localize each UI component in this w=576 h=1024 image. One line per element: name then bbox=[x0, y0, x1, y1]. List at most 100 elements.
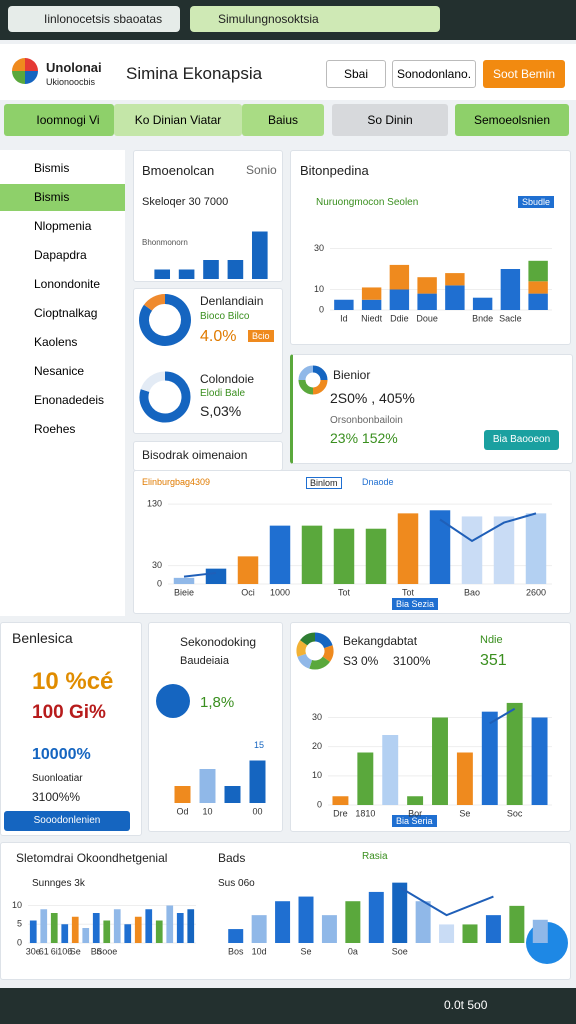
x-tick-label: Se bbox=[70, 946, 81, 956]
donut-segment bbox=[309, 656, 330, 670]
bar bbox=[417, 277, 437, 294]
bar bbox=[397, 513, 419, 584]
x-tick-label: 61 bbox=[39, 946, 49, 956]
x-tick-label: Se bbox=[459, 808, 470, 818]
button[interactable]: Sonodonlano. bbox=[392, 60, 476, 88]
bar bbox=[333, 528, 355, 584]
stat-sub: Bioco Bilco bbox=[200, 311, 250, 322]
bar bbox=[509, 905, 525, 943]
donut-label: 2% bbox=[156, 312, 174, 326]
y-tick-label: 0 bbox=[319, 304, 324, 314]
card-action[interactable]: Sonio bbox=[246, 163, 277, 177]
sidebar-item[interactable]: Cioptnalkag bbox=[34, 306, 98, 320]
button[interactable]: Sbai bbox=[326, 60, 386, 88]
stat-value: 23% 152% bbox=[330, 430, 398, 446]
card bbox=[290, 150, 571, 345]
sidebar-item[interactable]: Dapapdra bbox=[34, 248, 87, 262]
bar bbox=[50, 913, 58, 943]
x-tick-label: 6i bbox=[51, 946, 58, 956]
card-title: Sletomdrai Okoondhetgenial bbox=[16, 851, 168, 865]
y-tick-label: 20 bbox=[312, 741, 322, 751]
x-tick-label: Bieie bbox=[174, 587, 194, 597]
bar bbox=[389, 264, 410, 290]
button[interactable]: Bia Baooeon bbox=[484, 430, 559, 450]
bar bbox=[407, 796, 424, 805]
x-tick-label: Od bbox=[176, 806, 188, 816]
donut-segment bbox=[143, 294, 166, 311]
x-tick-label: Bor bbox=[408, 808, 422, 818]
sidebar-item[interactable]: Nesanice bbox=[34, 364, 85, 378]
x-tick-label: 10d bbox=[252, 946, 267, 956]
bar bbox=[392, 882, 408, 943]
donut-segment bbox=[297, 653, 313, 669]
bar bbox=[432, 717, 448, 805]
card-title: Bitonpedina bbox=[300, 163, 369, 178]
stat-label: Ndie bbox=[480, 634, 503, 646]
line bbox=[439, 512, 537, 543]
bar bbox=[361, 287, 382, 300]
donut-segment bbox=[296, 640, 308, 657]
legend: Sus 06o bbox=[218, 878, 255, 889]
bar bbox=[415, 901, 431, 943]
bar bbox=[506, 702, 523, 805]
sidebar-item[interactable]: Nlopmenia bbox=[34, 219, 92, 233]
bar bbox=[334, 299, 354, 310]
y-tick-label: 0 bbox=[317, 799, 322, 809]
sidebar-item[interactable]: Kaolens bbox=[34, 335, 78, 349]
url-bar[interactable]: Simulungnosoktsia bbox=[190, 6, 440, 32]
tab[interactable]: Iinlonocetsis sbaoatas bbox=[8, 6, 180, 32]
bar bbox=[439, 924, 455, 943]
tag: Bcio bbox=[248, 330, 274, 342]
x-tick-label: Bos bbox=[228, 946, 244, 956]
button[interactable]: Soot Bemin bbox=[483, 60, 565, 88]
toolbar-item[interactable]: Semoeolsnien bbox=[455, 104, 569, 136]
tag: 15 bbox=[254, 740, 265, 750]
bar bbox=[445, 273, 465, 286]
line bbox=[183, 571, 217, 578]
legend: Dnaode bbox=[362, 477, 394, 487]
x-tick-label: Tot bbox=[338, 587, 351, 597]
bar bbox=[321, 915, 337, 943]
sidebar-item[interactable]: Roehes bbox=[34, 422, 76, 436]
sidebar-item[interactable]: Enonadedeis bbox=[34, 393, 105, 407]
sidebar-item[interactable]: Bismis bbox=[34, 161, 70, 175]
card-title: Bekangdabtat bbox=[343, 634, 418, 648]
sidebar-item[interactable]: Lonondonite bbox=[34, 277, 101, 291]
toolbar-item[interactable]: Ioomnogi Vi bbox=[4, 104, 114, 136]
stat-value: S3 0% bbox=[343, 654, 379, 668]
bar bbox=[224, 786, 241, 803]
x-tick-label: 30e bbox=[26, 946, 41, 956]
bar bbox=[269, 525, 291, 584]
bar bbox=[166, 905, 174, 943]
toolbar-item[interactable]: So Dinin bbox=[332, 104, 448, 136]
stat-value: 2S0% , 405% bbox=[330, 390, 415, 406]
tag: Rasia bbox=[362, 851, 388, 862]
stat-value: 3100% bbox=[393, 654, 431, 668]
bar bbox=[485, 915, 501, 943]
legend: Sunnges 3k bbox=[32, 878, 85, 889]
line bbox=[399, 886, 494, 917]
button[interactable]: Sooodonlenien bbox=[4, 811, 130, 831]
x-tick-label: Oci bbox=[241, 587, 255, 597]
toolbar-item[interactable]: Ko Dinian Viatar bbox=[114, 104, 242, 136]
card-title[interactable]: Bisodrak oimenaion bbox=[142, 448, 248, 462]
donut-segment bbox=[314, 632, 333, 649]
bar bbox=[528, 281, 548, 294]
bar bbox=[493, 516, 515, 584]
y-tick-label: 130 bbox=[147, 499, 162, 509]
legend: Nuruongmocon Seolen bbox=[316, 197, 419, 208]
bar bbox=[429, 510, 451, 584]
stat-value: 10 %cé bbox=[32, 668, 114, 695]
donut-segment bbox=[298, 379, 314, 395]
nav-bar bbox=[0, 988, 576, 1024]
stat-value: 10000% bbox=[32, 746, 91, 763]
toolbar-item[interactable]: Baius bbox=[242, 104, 324, 136]
bar bbox=[82, 928, 90, 943]
sidebar-item[interactable]: Bismis bbox=[0, 184, 125, 211]
x-tick-label: Sooe bbox=[96, 946, 117, 956]
x-tick-label: Se bbox=[300, 946, 311, 956]
bar bbox=[40, 909, 48, 943]
bar bbox=[301, 525, 323, 584]
y-tick-label: 30 bbox=[312, 712, 322, 722]
